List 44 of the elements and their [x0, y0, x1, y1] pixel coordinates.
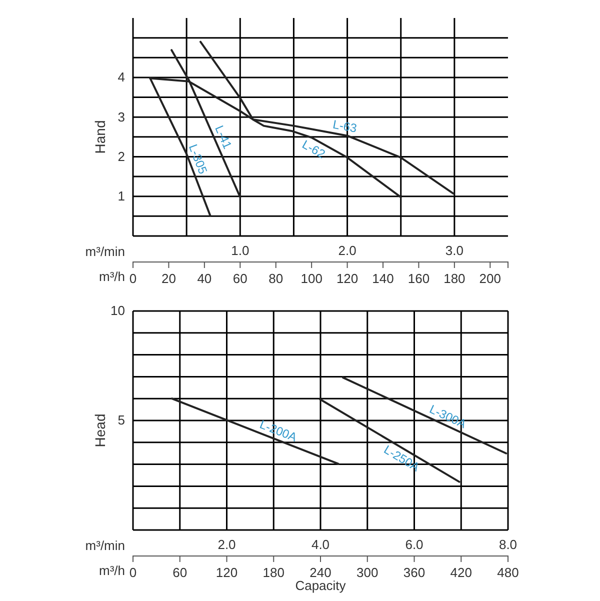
x2-tick-label: 0 [129, 271, 137, 286]
x2-tick-label: 300 [356, 565, 378, 580]
x2-tick-label: 0 [129, 565, 137, 580]
text: L-41 [212, 123, 235, 152]
x-tick-label: 6.0 [405, 537, 424, 552]
x2-tick-label: 420 [450, 565, 472, 580]
x2-tick-label: 60 [172, 565, 188, 580]
y-tick-label: 1 [118, 188, 125, 204]
text: L-62 [300, 137, 328, 162]
x2-tick-label: 200 [479, 271, 501, 286]
x-tick-label: 3.0 [445, 243, 464, 258]
x-tick-label: 2.0 [338, 243, 356, 258]
x-tick-label: 1.0 [231, 243, 250, 258]
text: Capacity [295, 578, 346, 593]
x-tick-label: 8.0 [498, 537, 518, 552]
y-axis-title: Hand [92, 120, 108, 154]
x2-axis-title: m³/h [99, 563, 125, 578]
x2-tick-label: 80 [268, 271, 284, 286]
y-tick-label: 3 [118, 109, 125, 124]
x2-tick-label: 60 [232, 271, 248, 286]
text: L-305 [186, 142, 210, 176]
y-axis-title: Head [92, 414, 108, 448]
y-tick-label: 10 [110, 303, 125, 318]
x2-tick-label: 120 [336, 271, 358, 286]
y-tick-label: 2 [118, 148, 125, 164]
x2-tick-label: 20 [161, 271, 176, 286]
x2-tick-label: 120 [216, 565, 238, 580]
x2-tick-label: 360 [403, 565, 426, 580]
x2-tick-label: 160 [408, 271, 430, 286]
y-tick-label: 5 [118, 412, 125, 428]
x2-tick-label: 480 [497, 565, 519, 580]
y-tick-label: 4 [118, 70, 125, 85]
x2-tick-label: 180 [444, 271, 466, 286]
x-tick-label: 2.0 [218, 537, 236, 552]
x2-tick-label: 40 [197, 271, 212, 286]
x-axis-title: m³/min [85, 538, 125, 553]
x2-tick-label: 240 [310, 565, 332, 580]
x2-tick-label: 100 [300, 271, 322, 286]
x-tick-label: 4.0 [311, 537, 330, 552]
x2-tick-label: 140 [372, 271, 394, 286]
x-axis-title: m³/min [85, 244, 125, 259]
x2-tick-label: 180 [262, 565, 284, 580]
text: L-63 [332, 117, 358, 136]
x2-axis-title: m³/h [99, 269, 125, 284]
